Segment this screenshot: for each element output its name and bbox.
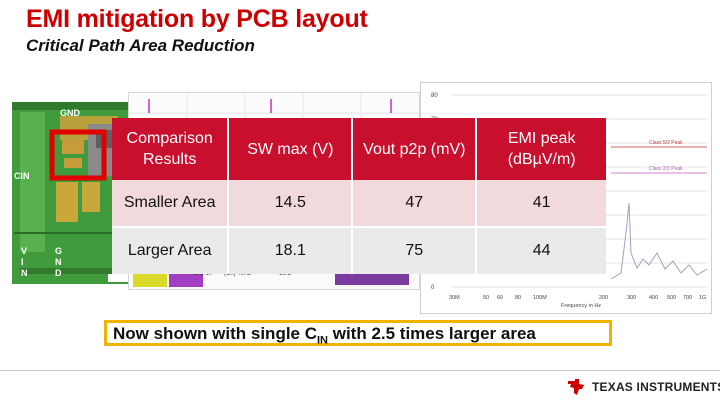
spectrum-x-tick: 1G [699, 295, 706, 301]
scope-readout-1: Ch1 17 [193, 271, 213, 277]
row-label: Larger Area [112, 227, 230, 274]
spectrum-x-tick: 700 [683, 295, 692, 301]
cell-sw-max: 18.1 [228, 227, 354, 274]
spectrum-y-tick: 80 [431, 93, 438, 99]
scope-readout-2: (Ch) 4kHz [224, 271, 251, 277]
header-comparison-results: Comparison Results [112, 118, 230, 180]
header-emi-peak: EMI peak (dBµV/m) [476, 118, 606, 180]
slide-subtitle: Critical Path Area Reduction [26, 36, 255, 55]
spectrum-x-tick: 500 [667, 295, 676, 301]
spectrum-x-tick: 300 [627, 295, 636, 301]
table-row: Larger Area 18.1 75 44 [112, 227, 606, 274]
header-vout-p2p: Vout p2p (mV) [352, 118, 478, 180]
spectrum-x-tick: 80 [515, 295, 521, 301]
row-label: Smaller Area [112, 180, 230, 228]
comparison-table: Comparison Results SW max (V) Vout p2p (… [112, 118, 606, 274]
note-suffix: with 2.5 times larger area [328, 324, 536, 343]
spectrum-x-tick: 400 [649, 295, 658, 301]
note-subscript: IN [317, 334, 328, 347]
pcb-gnd-label: GND [60, 108, 81, 118]
slide-footer [0, 370, 720, 405]
note-prefix: Now shown with single C [113, 324, 317, 343]
spectrum-x-tick: 60 [497, 295, 503, 301]
pcb-gnd-d: D [55, 268, 62, 278]
slide-title: EMI mitigation by PCB layout [26, 5, 368, 33]
cell-emi: 41 [476, 180, 606, 228]
scope-readout-3: 18.1 [279, 271, 291, 277]
cell-vout: 47 [352, 180, 478, 228]
pcb-cin-label: CIN [14, 171, 30, 181]
ti-brand: TEXAS INSTRUMENTS [566, 376, 720, 398]
pcb-gnd-n: N [55, 257, 62, 267]
pcb-vin-n: N [21, 268, 28, 278]
cell-sw-max: 14.5 [228, 180, 354, 228]
limit-label-2: Class 2/3 Peak [649, 166, 683, 172]
pcb-gnd-g: G [55, 246, 62, 256]
cell-vout: 75 [352, 227, 478, 274]
ti-logo-icon [568, 379, 584, 395]
spectrum-x-tick: 100M [533, 295, 547, 301]
spectrum-y-tick: 0 [431, 285, 435, 291]
pcb-vin-v: V [21, 246, 27, 256]
pcb-vin-i: I [21, 257, 24, 267]
ti-brand-text: TEXAS INSTRUMENTS [592, 380, 720, 394]
header-sw-max: SW max (V) [228, 118, 354, 180]
spectrum-x-tick: 30M [449, 295, 460, 301]
spectrum-x-tick: 200 [599, 295, 608, 301]
table-row: Smaller Area 14.5 47 41 [112, 180, 606, 228]
limit-label-1: Class 5/2 Peak [649, 140, 683, 146]
note-box: Now shown with single CIN with 2.5 times… [104, 320, 612, 346]
spectrum-x-tick: 50 [483, 295, 489, 301]
spectrum-x-label: Frequency in Hz [561, 303, 601, 309]
table-header-row: Comparison Results SW max (V) Vout p2p (… [112, 118, 606, 180]
cell-emi: 44 [476, 227, 606, 274]
spectrum-trace [610, 202, 708, 280]
